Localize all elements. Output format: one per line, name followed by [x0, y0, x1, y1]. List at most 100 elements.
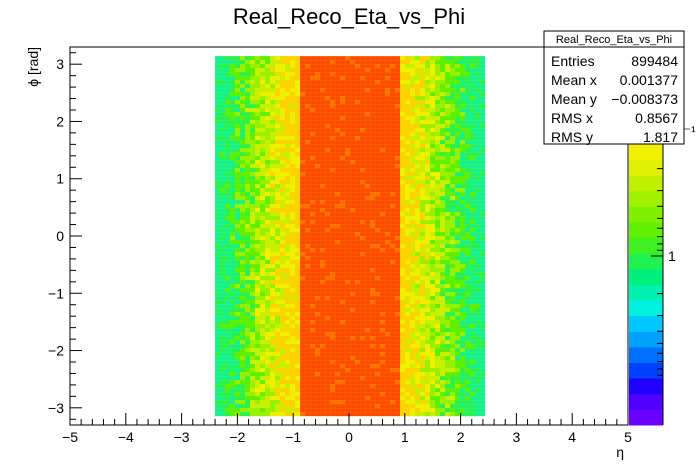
heatmap-cell — [325, 356, 331, 361]
heatmap-cell — [435, 320, 441, 325]
heatmap-cell — [335, 256, 341, 261]
heatmap-cell — [360, 400, 366, 405]
heatmap-cell — [400, 196, 406, 201]
heatmap-cell — [320, 392, 326, 397]
heatmap-cell — [290, 196, 296, 201]
heatmap-cell — [260, 116, 266, 121]
heatmap-cell — [245, 252, 251, 257]
heatmap-cell — [415, 128, 421, 133]
heatmap-cell — [340, 236, 346, 241]
heatmap-cell — [400, 280, 406, 285]
heatmap-cell — [335, 92, 341, 97]
heatmap-cell — [415, 184, 421, 189]
heatmap-cell — [260, 236, 266, 241]
heatmap-cell — [325, 64, 331, 69]
heatmap-cell — [365, 276, 371, 281]
heatmap-cell — [265, 296, 271, 301]
heatmap-cell — [315, 68, 321, 73]
heatmap-cell — [460, 256, 466, 261]
heatmap-cell — [450, 204, 456, 209]
heatmap-cell — [215, 80, 221, 85]
heatmap-cell — [340, 380, 346, 385]
heatmap-cell — [240, 184, 246, 189]
heatmap-cell — [480, 160, 486, 165]
heatmap-cell — [425, 128, 431, 133]
heatmap-cell — [460, 184, 466, 189]
heatmap-cell — [455, 120, 461, 125]
heatmap-cell — [310, 180, 316, 185]
heatmap-cell — [455, 412, 461, 417]
heatmap-cell — [270, 148, 276, 153]
heatmap-cell — [385, 88, 391, 93]
heatmap-cell — [255, 176, 261, 181]
heatmap-cell — [465, 240, 471, 245]
heatmap-cell — [420, 76, 426, 81]
heatmap-cell — [445, 108, 451, 113]
heatmap-cell — [260, 120, 266, 125]
heatmap-cell — [310, 328, 316, 333]
heatmap-cell — [370, 304, 376, 309]
heatmap-cell — [430, 160, 436, 165]
heatmap-cell — [470, 184, 476, 189]
heatmap-cell — [405, 308, 411, 313]
heatmap-cell — [275, 84, 281, 89]
heatmap-cell — [220, 56, 226, 61]
heatmap-cell — [370, 172, 376, 177]
heatmap-cell — [280, 168, 286, 173]
heatmap-cell — [340, 120, 346, 125]
heatmap-cell — [315, 92, 321, 97]
heatmap-cell — [310, 292, 316, 297]
heatmap-cell — [355, 164, 361, 169]
heatmap-cell — [380, 136, 386, 141]
heatmap-cell — [285, 180, 291, 185]
heatmap-cell — [230, 216, 236, 221]
heatmap-cell — [305, 196, 311, 201]
heatmap-cell — [240, 88, 246, 93]
heatmap-cell — [335, 156, 341, 161]
heatmap-cell — [250, 100, 256, 105]
heatmap-cell — [225, 60, 231, 65]
heatmap-cell — [380, 332, 386, 337]
heatmap-cell — [370, 100, 376, 105]
heatmap-cell — [475, 280, 481, 285]
heatmap-cell — [355, 120, 361, 125]
heatmap-cell — [335, 152, 341, 157]
heatmap-cell — [400, 288, 406, 293]
heatmap-cell — [265, 320, 271, 325]
heatmap-cell — [235, 68, 241, 73]
heatmap-cell — [230, 208, 236, 213]
heatmap-cell — [455, 64, 461, 69]
heatmap-cell — [340, 304, 346, 309]
heatmap-cell — [215, 284, 221, 289]
heatmap-cell — [445, 320, 451, 325]
heatmap-cell — [295, 276, 301, 281]
heatmap-cell — [225, 108, 231, 113]
heatmap-cell — [315, 116, 321, 121]
heatmap-cell — [395, 396, 401, 401]
heatmap-cell — [400, 360, 406, 365]
heatmap-cell — [310, 152, 316, 157]
heatmap-cell — [385, 96, 391, 101]
heatmap-cell — [270, 268, 276, 273]
heatmap-cell — [230, 348, 236, 353]
heatmap-cell — [425, 228, 431, 233]
heatmap-cell — [255, 412, 261, 417]
heatmap-cell — [405, 260, 411, 265]
heatmap-cell — [240, 240, 246, 245]
heatmap-cell — [310, 116, 316, 121]
heatmap-cell — [290, 412, 296, 417]
heatmap-cell — [215, 380, 221, 385]
heatmap-cell — [415, 112, 421, 117]
heatmap-cell — [360, 96, 366, 101]
heatmap-cell — [300, 396, 306, 401]
heatmap-cell — [340, 272, 346, 277]
heatmap-cell — [225, 204, 231, 209]
heatmap-cell — [440, 216, 446, 221]
heatmap-cell — [375, 260, 381, 265]
heatmap-cell — [455, 112, 461, 117]
heatmap-cell — [415, 100, 421, 105]
heatmap-cell — [215, 148, 221, 153]
heatmap-cell — [295, 396, 301, 401]
heatmap-cell — [400, 284, 406, 289]
heatmap-cell — [420, 280, 426, 285]
